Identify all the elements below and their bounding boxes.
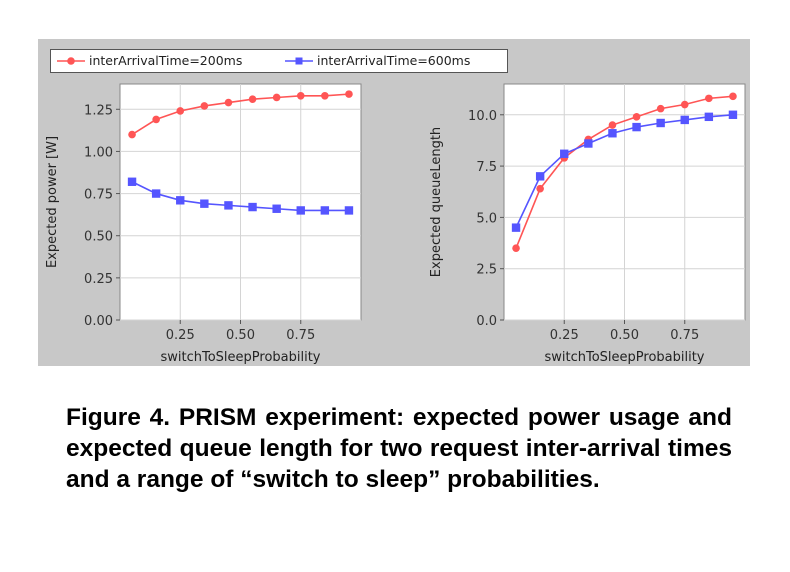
x-axis-label: switchToSleepProbability — [544, 350, 704, 365]
data-point — [321, 92, 329, 100]
y-tick-label: 2.5 — [476, 263, 497, 278]
legend-marker-square — [285, 57, 313, 65]
legend-item-600ms: interArrivalTime=600ms — [283, 50, 505, 72]
series-line — [131, 93, 350, 136]
data-point — [656, 118, 665, 128]
data-point — [608, 129, 617, 138]
data-point — [248, 95, 257, 103]
data-point — [272, 93, 281, 102]
data-point — [152, 115, 160, 124]
data-point — [512, 244, 520, 252]
data-point — [127, 177, 137, 186]
data-point — [200, 199, 209, 208]
power-chart: 0.00 0.25 0.50 0.75 1.00 1.25 0.25 0.50 0.75 swit… — [45, 83, 362, 365]
data-point — [224, 201, 233, 210]
data-point — [535, 172, 545, 181]
x-axis-label: switchToSleepProbability — [160, 350, 320, 365]
y-tick-label: 0.0 — [476, 314, 497, 329]
data-point — [248, 202, 257, 212]
data-point — [320, 206, 330, 215]
y-tick-label: 10.0 — [468, 109, 497, 124]
series-line — [515, 95, 734, 249]
figure-caption: Figure 4. PRISM experiment: expected pow… — [66, 404, 732, 493]
data-point — [705, 94, 713, 103]
y-axis-label: Expected power [W] — [45, 136, 60, 268]
x-tick-label: 0.50 — [226, 328, 255, 343]
queue-length-chart: 0.0 2.5 5.0 7.5 10.0 0.25 0.50 0.75 switchToSlee… — [429, 83, 746, 365]
data-point — [632, 113, 641, 121]
data-point — [176, 196, 185, 205]
data-point — [728, 110, 738, 119]
y-tick-label: 0.50 — [84, 230, 113, 245]
data-point — [680, 115, 689, 125]
x-tick-label: 0.50 — [610, 328, 639, 343]
legend-marker-circle — [57, 57, 85, 65]
legend-label: interArrivalTime=600ms — [317, 53, 471, 68]
data-point — [704, 112, 714, 122]
data-point — [536, 184, 544, 193]
data-point — [128, 130, 136, 139]
data-point — [296, 92, 305, 100]
series-line — [515, 113, 734, 228]
x-tick-label: 0.25 — [550, 328, 579, 343]
data-point — [296, 206, 305, 215]
y-tick-label: 7.5 — [476, 160, 497, 175]
data-point — [344, 206, 354, 215]
x-tick-label: 0.75 — [670, 328, 699, 343]
x-tick-label: 0.25 — [166, 328, 195, 343]
data-point — [200, 102, 209, 110]
data-point — [511, 223, 521, 232]
y-tick-label: 5.0 — [476, 211, 497, 226]
y-tick-label: 0.25 — [84, 272, 113, 287]
y-tick-label: 1.25 — [84, 103, 113, 118]
data-point — [729, 92, 737, 101]
y-axis-label: Expected queueLength — [429, 127, 444, 277]
data-point — [176, 107, 185, 115]
data-point — [608, 121, 617, 129]
y-tick-label: 0.75 — [84, 188, 113, 203]
legend-label: interArrivalTime=200ms — [89, 53, 243, 68]
data-point — [680, 100, 689, 109]
data-point — [151, 189, 161, 198]
data-point — [584, 139, 593, 148]
chart-legend: interArrivalTime=200ms interArrivalTime=… — [50, 49, 508, 73]
data-point — [632, 122, 641, 132]
x-tick-label: 0.75 — [286, 328, 315, 343]
legend-item-200ms: interArrivalTime=200ms — [55, 50, 275, 72]
data-point — [560, 149, 569, 158]
y-tick-label: 1.00 — [84, 145, 113, 160]
data-point — [272, 204, 281, 213]
data-point — [345, 90, 353, 98]
y-tick-label: 0.00 — [84, 314, 113, 329]
data-point — [224, 98, 233, 107]
data-point — [656, 104, 665, 113]
series-line — [131, 181, 349, 212]
